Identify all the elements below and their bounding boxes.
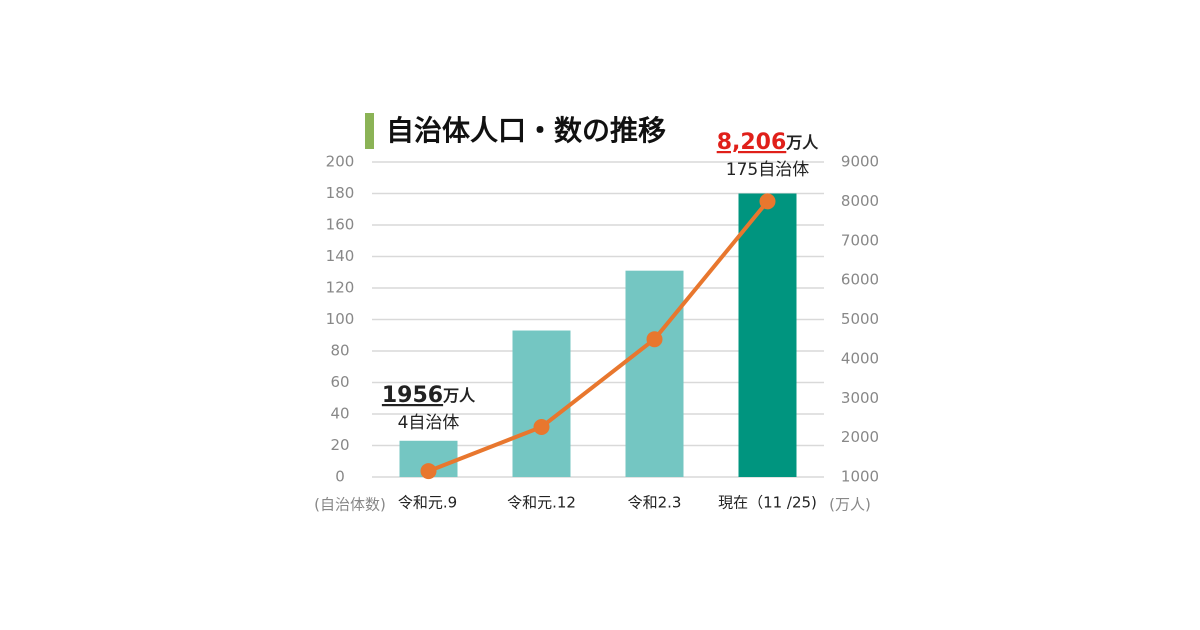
y-tick-label: 20 xyxy=(330,436,349,454)
annotation-sub: 175自治体 xyxy=(726,160,809,180)
point xyxy=(420,463,437,480)
point xyxy=(533,418,550,435)
y-tick-label: 40 xyxy=(330,405,349,423)
annotation: 8,206万人 xyxy=(717,130,820,155)
x-tick-label: 現在（11 /25) xyxy=(718,494,817,512)
annotation-number: 8,206 xyxy=(717,130,787,155)
x-tick-label: 令和2.3 xyxy=(628,494,682,512)
chart-title: 自治体人口・数の推移 xyxy=(386,114,666,147)
y-tick-label: 80 xyxy=(330,342,349,360)
y2-axis-label: (万人) xyxy=(829,496,871,514)
y2-tick-label: 8000 xyxy=(841,192,879,210)
x-tick-label: 令和元.12 xyxy=(507,494,576,512)
y-tick-label: 200 xyxy=(326,153,355,171)
y-tick-label: 60 xyxy=(330,373,349,391)
y2-tick-label: 9000 xyxy=(841,153,879,171)
bar xyxy=(738,193,797,477)
annotation-unit: 万人 xyxy=(442,386,476,405)
y-tick-label: 160 xyxy=(326,216,355,234)
point xyxy=(646,331,663,348)
y-tick-label: 120 xyxy=(326,279,355,297)
title-marker xyxy=(365,113,374,149)
x-tick-label: 令和元.9 xyxy=(398,494,457,512)
annotation: 1956万人 xyxy=(382,383,476,408)
annotation-sub: 4自治体 xyxy=(398,413,460,433)
annotation-number: 1956 xyxy=(382,383,443,408)
y2-tick-label: 7000 xyxy=(841,231,879,249)
y2-tick-label: 1000 xyxy=(841,468,879,486)
line xyxy=(427,200,770,473)
y-tick-label: 0 xyxy=(335,468,345,486)
y2-tick-label: 6000 xyxy=(841,271,879,289)
y2-tick-label: 3000 xyxy=(841,389,879,407)
y-axis-label: (自治体数) xyxy=(314,496,386,514)
y-tick-label: 140 xyxy=(326,247,355,265)
bar xyxy=(512,330,571,477)
y-tick-label: 180 xyxy=(326,184,355,202)
y-tick-label: 100 xyxy=(326,310,355,328)
y2-tick-label: 2000 xyxy=(841,428,879,446)
annotation-unit: 万人 xyxy=(785,133,819,152)
bar xyxy=(625,270,684,477)
y2-tick-label: 4000 xyxy=(841,349,879,367)
y2-tick-label: 5000 xyxy=(841,310,879,328)
point xyxy=(759,193,776,210)
